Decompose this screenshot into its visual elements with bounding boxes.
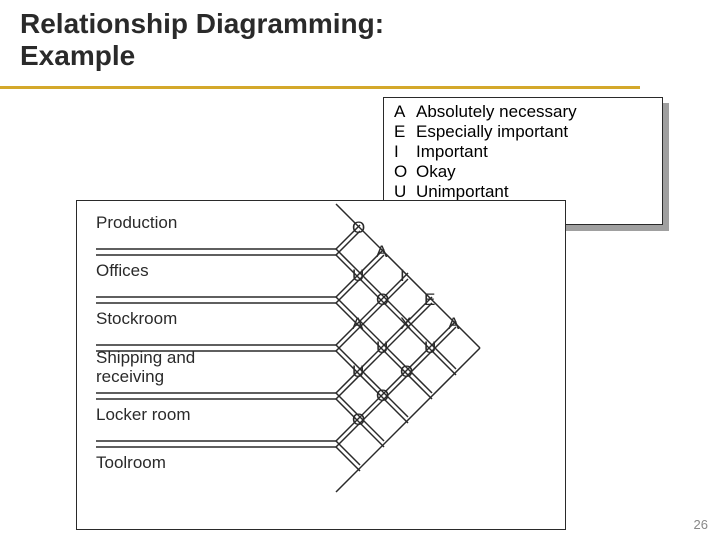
department-label: Stockroom <box>96 309 256 329</box>
legend-label: Important <box>416 142 488 161</box>
relationship-code: U <box>352 266 364 286</box>
legend-row: AAbsolutely necessary <box>394 102 652 122</box>
department-label: Toolroom <box>96 453 256 473</box>
relationship-code: O <box>376 386 389 406</box>
relationship-code: I <box>400 266 405 286</box>
relationship-code: O <box>352 410 365 430</box>
title-line-2: Example <box>20 40 135 71</box>
relationship-code: O <box>400 362 413 382</box>
department-label: Shipping andreceiving <box>96 349 256 386</box>
legend-row: EEspecially important <box>394 122 652 142</box>
department-label: Production <box>96 213 256 233</box>
legend-row: UUnimportant <box>394 182 652 202</box>
relationship-code: A <box>376 242 387 262</box>
legend-label: Absolutely necessary <box>416 102 577 121</box>
slide-title: Relationship Diagramming: Example <box>20 8 384 72</box>
legend-code: O <box>394 162 416 182</box>
department-label: Locker room <box>96 405 256 425</box>
relationship-code: U <box>424 338 436 358</box>
relationship-code: O <box>352 218 365 238</box>
relationship-code: A <box>352 314 363 334</box>
relationship-code: X <box>400 314 411 334</box>
title-underline <box>0 86 640 89</box>
legend-label: Especially important <box>416 122 568 141</box>
relationship-code: U <box>376 338 388 358</box>
legend-code: I <box>394 142 416 162</box>
slide-number: 26 <box>694 517 708 532</box>
legend-row: IImportant <box>394 142 652 162</box>
legend-label: Okay <box>416 162 456 181</box>
relationship-code: O <box>376 290 389 310</box>
legend-code: U <box>394 182 416 202</box>
relationship-code: A <box>448 314 459 334</box>
relationship-code: E <box>424 290 435 310</box>
legend-code: A <box>394 102 416 122</box>
legend-code: E <box>394 122 416 142</box>
department-label: Offices <box>96 261 256 281</box>
relationship-code: U <box>352 362 364 382</box>
legend-row: OOkay <box>394 162 652 182</box>
title-line-1: Relationship Diagramming: <box>20 8 384 39</box>
legend-label: Unimportant <box>416 182 509 201</box>
